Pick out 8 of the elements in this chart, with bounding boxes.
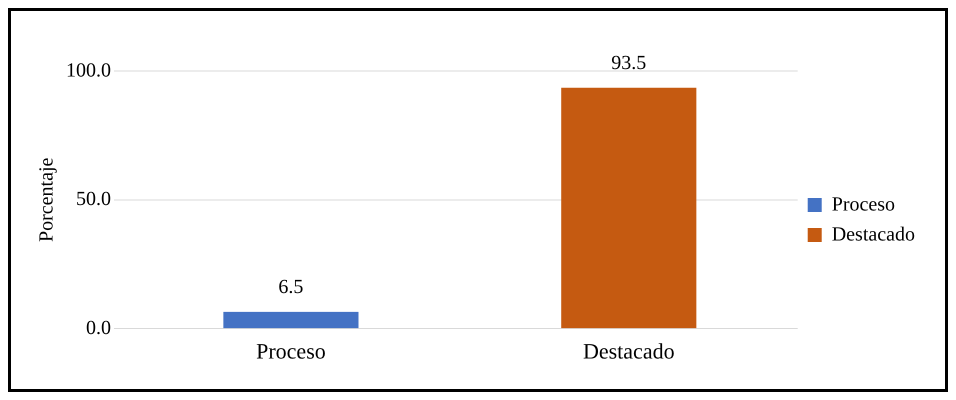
data-label: 6.5 bbox=[278, 276, 304, 298]
data-label: 93.5 bbox=[611, 52, 646, 74]
y-tick-label: 100.0 bbox=[66, 59, 111, 82]
legend-label: Destacado bbox=[832, 223, 916, 246]
y-axis-title: Porcentaje bbox=[35, 157, 58, 242]
y-tick-label: 50.0 bbox=[76, 188, 111, 210]
y-tick-label: 0.0 bbox=[86, 316, 111, 339]
legend-label: Proceso bbox=[832, 193, 896, 216]
